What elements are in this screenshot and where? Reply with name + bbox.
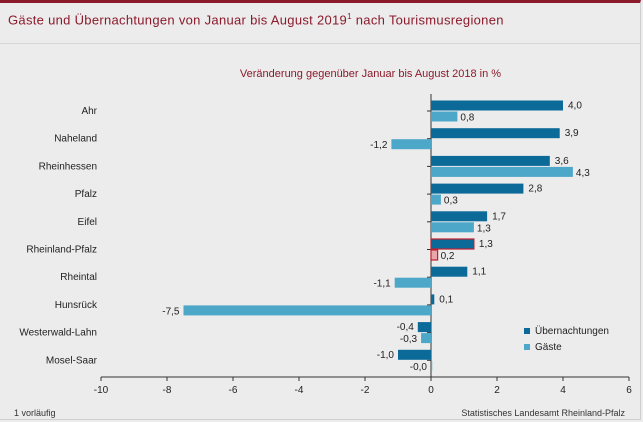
category-label: Hunsrück — [55, 300, 98, 311]
legend-label-gaeste: Gäste — [535, 342, 562, 353]
bar-uebernachtungen — [398, 349, 431, 360]
category-label: Pfalz — [75, 189, 97, 200]
category-label: Rheintal — [60, 272, 97, 283]
x-tick-label: 0 — [428, 385, 434, 396]
x-tick-label: 4 — [560, 385, 566, 396]
bar-gaeste — [431, 166, 573, 177]
data-label-uebernachtungen: 4,0 — [568, 101, 582, 112]
bar-gaeste — [431, 222, 474, 233]
legend-label-uebernachtungen: Übernachtungen — [535, 325, 609, 337]
data-label-gaeste: -1,1 — [373, 279, 391, 290]
bar-gaeste — [394, 277, 431, 288]
bar-uebernachtungen — [431, 100, 563, 111]
title-main: Gäste und Übernachtungen von Januar bis … — [8, 12, 348, 28]
bar-uebernachtungen — [431, 183, 524, 194]
legend-swatch-gaeste — [524, 344, 530, 350]
x-tick-label: -4 — [295, 385, 304, 396]
x-tick-label: 2 — [494, 385, 500, 396]
bar-gaeste — [431, 111, 458, 122]
bar-uebernachtungen — [431, 294, 435, 305]
title-footnote-marker: 1 — [347, 12, 352, 21]
bar-gaeste — [431, 360, 433, 371]
bar-gaeste — [391, 139, 431, 150]
bar-uebernachtungen — [431, 266, 468, 277]
source-note: Statistisches Landesamt Rheinland-Pfalz — [461, 408, 625, 418]
bar-uebernachtungen — [417, 322, 431, 333]
category-label: Naheland — [54, 134, 97, 145]
bar-gaeste — [431, 194, 441, 205]
data-label-gaeste: 0,3 — [444, 196, 458, 207]
bar-uebernachtungen — [431, 211, 488, 222]
page-title: Gäste und Übernachtungen von Januar bis … — [8, 12, 504, 27]
bar-gaeste — [430, 249, 439, 261]
data-label-gaeste: 1,3 — [477, 223, 491, 234]
data-label-uebernachtungen: 3,9 — [565, 128, 579, 139]
category-label: Rheinhessen — [39, 161, 97, 172]
bar-uebernachtungen — [431, 128, 560, 139]
bar-gaeste — [183, 305, 431, 316]
data-label-gaeste: 4,3 — [576, 168, 590, 179]
data-label-uebernachtungen: 2,8 — [528, 184, 542, 195]
category-label: Rheinland-Pfalz — [26, 245, 97, 256]
category-label: Mosel-Saar — [46, 355, 98, 366]
data-label-uebernachtungen: -0,4 — [397, 322, 415, 333]
data-label-gaeste: -7,5 — [162, 306, 180, 317]
data-label-uebernachtungen: 0,1 — [439, 294, 453, 305]
data-label-gaeste: -0,3 — [400, 334, 418, 345]
bar-uebernachtungen — [431, 155, 550, 166]
bar-gaeste — [421, 333, 431, 344]
footnote: 1 vorläufig — [14, 408, 56, 418]
title-rest: nach Tourismusregionen — [351, 12, 504, 28]
legend-swatch-uebernachtungen — [524, 328, 530, 334]
title-divider — [0, 43, 641, 44]
x-tick-label: -6 — [229, 385, 238, 396]
data-label-gaeste: -0,0 — [410, 362, 428, 373]
data-label-gaeste: -1,2 — [370, 140, 388, 151]
data-label-uebernachtungen: 1,3 — [479, 239, 493, 250]
data-label-gaeste: 0,8 — [460, 113, 474, 124]
data-label-uebernachtungen: -1,0 — [377, 350, 395, 361]
data-label-uebernachtungen: 1,1 — [472, 267, 486, 278]
x-tick-label: -10 — [94, 385, 109, 396]
data-label-uebernachtungen: 3,6 — [555, 156, 569, 167]
chart-subtitle: Veränderung gegenüber Januar bis August … — [239, 68, 502, 80]
category-label: Eifel — [78, 217, 97, 228]
category-label: Westerwald-Lahn — [19, 328, 97, 339]
x-tick-label: -2 — [361, 385, 370, 396]
x-tick-label: 6 — [626, 385, 632, 396]
x-tick-label: -8 — [163, 385, 172, 396]
data-label-gaeste: 0,2 — [441, 251, 455, 262]
category-label: Ahr — [81, 106, 97, 117]
bar-uebernachtungen — [430, 238, 475, 250]
data-label-uebernachtungen: 1,7 — [492, 211, 506, 222]
